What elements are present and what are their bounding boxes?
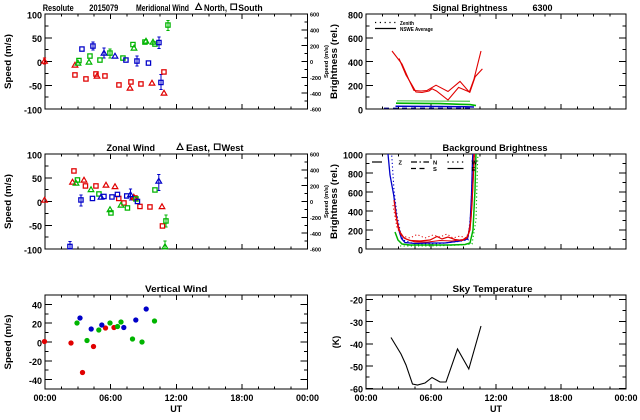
svg-text:Z: Z	[399, 161, 403, 167]
svg-text:-400: -400	[310, 92, 321, 98]
svg-text:06:00: 06:00	[419, 393, 442, 403]
svg-text:-50: -50	[29, 82, 42, 92]
svg-text:-60: -60	[350, 385, 363, 395]
svg-text:Speed (m/s): Speed (m/s)	[324, 185, 330, 218]
svg-text:0: 0	[37, 338, 42, 348]
svg-text:18:00: 18:00	[230, 393, 253, 403]
svg-text:0: 0	[37, 58, 42, 68]
svg-text:E: E	[472, 167, 476, 173]
svg-text:Speed (m/s): Speed (m/s)	[324, 45, 330, 78]
svg-text:00:00: 00:00	[354, 393, 377, 403]
svg-text:Brightness (rel.): Brightness (rel.)	[329, 164, 339, 239]
svg-text:12:00: 12:00	[165, 393, 188, 403]
svg-text:100: 100	[27, 10, 42, 20]
svg-text:0: 0	[358, 245, 363, 255]
svg-text:S: S	[433, 167, 437, 173]
svg-text:06:00: 06:00	[99, 393, 122, 403]
svg-text:East,: East,	[186, 143, 210, 154]
svg-text:50: 50	[32, 174, 42, 184]
svg-text:00:00: 00:00	[614, 393, 637, 403]
svg-text:-40: -40	[350, 340, 363, 350]
svg-text:Speed (m/s): Speed (m/s)	[3, 174, 13, 229]
svg-text:200: 200	[310, 44, 319, 50]
svg-text:W: W	[472, 161, 478, 167]
svg-text:800: 800	[348, 10, 363, 20]
svg-text:100: 100	[27, 150, 42, 160]
svg-text:20: 20	[32, 320, 42, 330]
svg-text:South: South	[238, 3, 263, 14]
svg-text:-200: -200	[310, 216, 321, 222]
svg-text:400: 400	[348, 207, 363, 217]
svg-text:Speed (m/s): Speed (m/s)	[3, 315, 13, 370]
svg-text:UT: UT	[490, 404, 502, 414]
svg-text:6300: 6300	[533, 3, 553, 14]
svg-text:-600: -600	[310, 108, 321, 114]
svg-text:-100: -100	[24, 105, 42, 115]
svg-text:00:00: 00:00	[296, 393, 319, 403]
svg-text:0: 0	[310, 200, 313, 206]
svg-text:-100: -100	[24, 245, 42, 255]
svg-text:18:00: 18:00	[549, 393, 572, 403]
svg-text:-200: -200	[310, 76, 321, 82]
svg-text:(K): (K)	[331, 336, 341, 349]
svg-text:Meridional Wind: Meridional Wind	[136, 3, 189, 14]
svg-text:400: 400	[348, 58, 363, 68]
svg-text:0: 0	[310, 60, 313, 66]
svg-text:200: 200	[348, 82, 363, 92]
svg-text:600: 600	[310, 153, 319, 159]
svg-text:-50: -50	[350, 362, 363, 372]
svg-text:50: 50	[32, 34, 42, 44]
svg-text:Zonal Wind: Zonal Wind	[107, 143, 156, 154]
svg-text:2015079: 2015079	[89, 3, 118, 14]
svg-text:400: 400	[310, 28, 319, 34]
svg-text:600: 600	[310, 13, 319, 19]
svg-text:200: 200	[348, 226, 363, 236]
svg-text:Background Brightness: Background Brightness	[443, 143, 548, 154]
svg-text:-50: -50	[29, 222, 42, 232]
svg-text:N: N	[433, 161, 437, 167]
svg-text:Sky Temperature: Sky Temperature	[453, 284, 533, 295]
svg-text:-40: -40	[29, 376, 42, 386]
svg-text:Zenith: Zenith	[400, 21, 414, 27]
svg-text:200: 200	[310, 184, 319, 190]
svg-text:-20: -20	[29, 357, 42, 367]
svg-text:Resolute: Resolute	[43, 3, 74, 14]
svg-text:40: 40	[32, 301, 42, 311]
svg-text:North,: North,	[204, 3, 227, 14]
svg-text:UT: UT	[170, 404, 182, 414]
svg-text:-400: -400	[310, 232, 321, 238]
svg-text:-30: -30	[350, 318, 363, 328]
svg-text:400: 400	[310, 168, 319, 174]
svg-text:600: 600	[348, 34, 363, 44]
svg-text:800: 800	[348, 169, 363, 179]
svg-text:Signal Brightness: Signal Brightness	[433, 3, 508, 14]
svg-text:-20: -20	[350, 296, 363, 306]
svg-text:0: 0	[37, 198, 42, 208]
svg-text:0: 0	[358, 105, 363, 115]
svg-text:Speed (m/s): Speed (m/s)	[3, 34, 13, 89]
svg-text:Vertical Wind: Vertical Wind	[145, 284, 208, 295]
svg-text:1000: 1000	[343, 150, 363, 160]
svg-text:600: 600	[348, 188, 363, 198]
svg-text:NSWE Average: NSWE Average	[400, 27, 434, 33]
svg-text:West: West	[222, 143, 245, 154]
svg-text:12:00: 12:00	[484, 393, 507, 403]
svg-text:00:00: 00:00	[33, 393, 56, 403]
svg-text:-600: -600	[310, 248, 321, 254]
svg-text:Brightness (rel.): Brightness (rel.)	[329, 24, 339, 99]
